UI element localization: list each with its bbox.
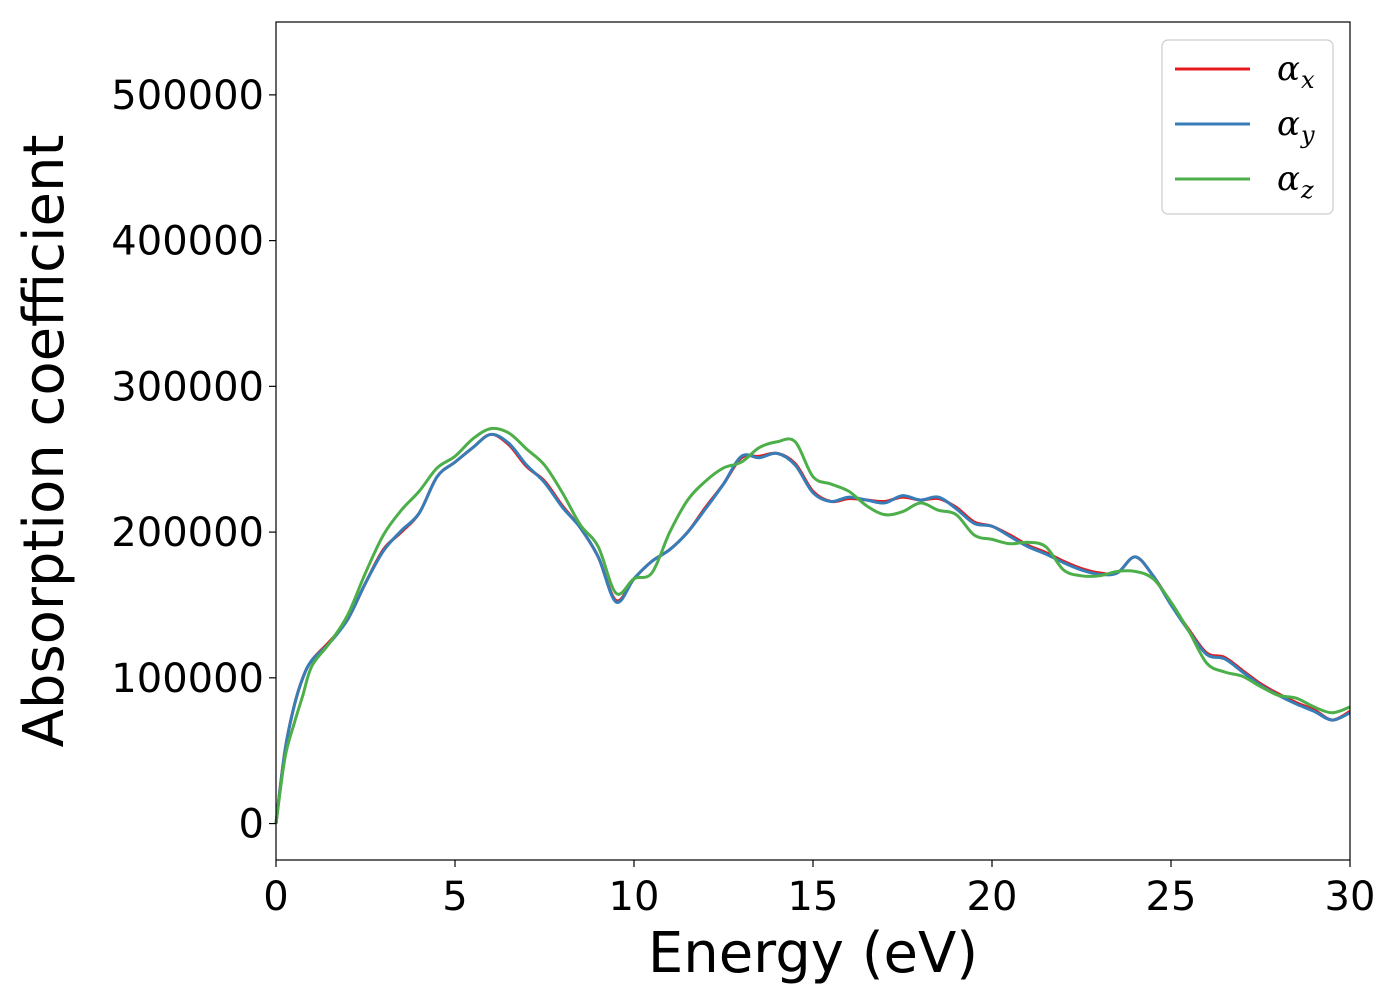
- x-tick-label: 20: [967, 874, 1018, 920]
- x-tick-label: 0: [263, 874, 288, 920]
- y-tick-label: 400000: [111, 219, 264, 265]
- x-tick-label: 30: [1325, 874, 1376, 920]
- y-tick-label: 200000: [111, 510, 264, 556]
- legend: αx αy αz: [1161, 39, 1334, 215]
- x-tick-label: 15: [788, 874, 839, 920]
- y-tick-label: 100000: [111, 656, 264, 702]
- legend-box: [1161, 39, 1334, 215]
- legend-label-alpha-y: αy: [1277, 104, 1315, 149]
- x-axis-label: Energy (eV): [648, 921, 978, 986]
- series-line-alpha-z: [274, 426, 1351, 824]
- y-axis: 0 100000 200000 300000 400000 500000: [111, 73, 276, 848]
- y-axis-label: Absorption coefficient: [12, 135, 77, 748]
- x-tick-label: 25: [1146, 874, 1197, 920]
- x-axis: 0 5 10 15 20 25 30: [263, 860, 1375, 920]
- x-tick-label: 5: [442, 874, 467, 920]
- y-tick-label: 0: [239, 802, 264, 848]
- legend-label-alpha-z: αz: [1277, 159, 1314, 204]
- y-tick-label: 300000: [111, 364, 264, 410]
- series-layer: [274, 426, 1351, 824]
- y-tick-label: 500000: [111, 73, 264, 119]
- legend-label-alpha-x: αx: [1277, 49, 1315, 94]
- x-tick-label: 10: [609, 874, 660, 920]
